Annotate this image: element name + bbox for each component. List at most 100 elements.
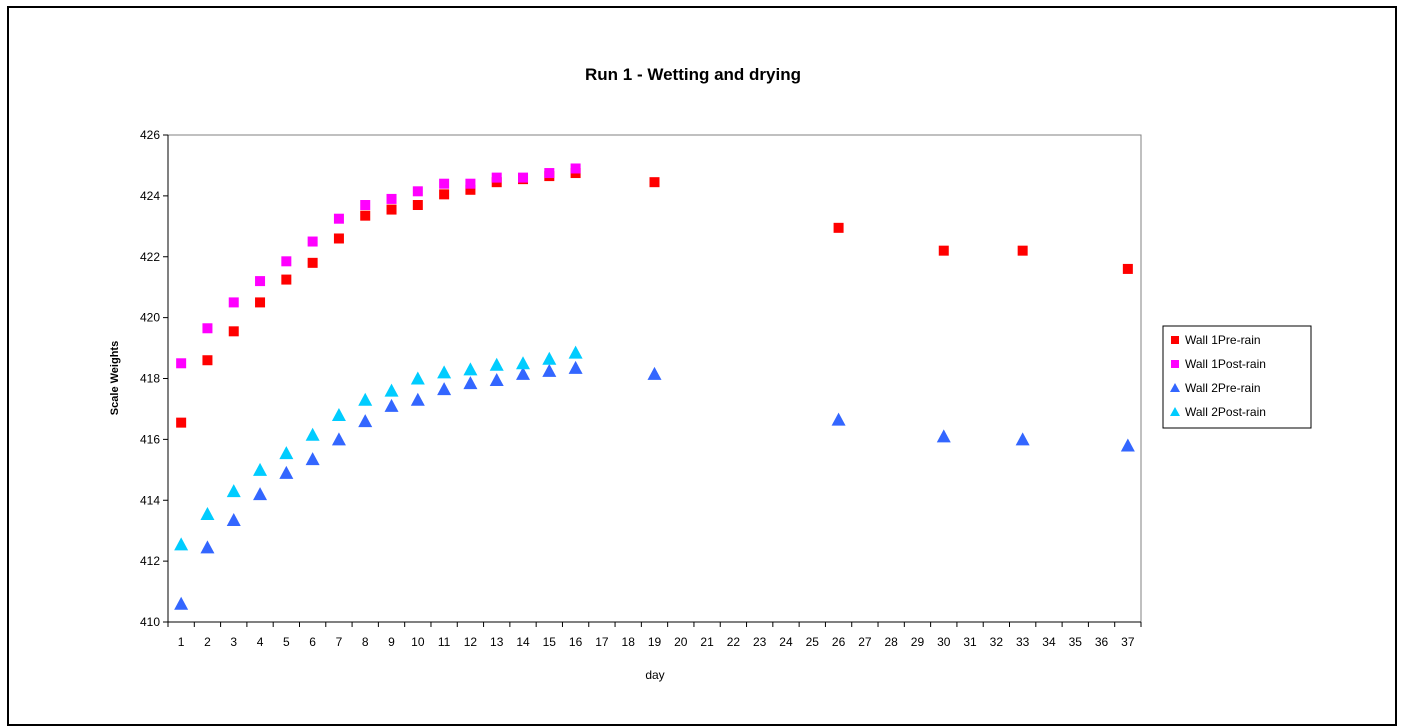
- data-point: [463, 362, 478, 376]
- legend-marker: [1170, 383, 1180, 392]
- data-point: [439, 189, 450, 200]
- x-tick-label: 3: [230, 635, 237, 649]
- series-1: [176, 168, 1133, 428]
- y-tick-label: 418: [140, 372, 160, 386]
- legend-marker: [1170, 407, 1180, 416]
- data-point: [1015, 432, 1030, 446]
- data-point: [833, 222, 844, 233]
- chart-title: Run 1 - Wetting and drying: [585, 65, 801, 84]
- y-axis: 410 412 414 416 418 420 422 424 426: [140, 128, 169, 629]
- x-tick-label: 35: [1069, 635, 1083, 649]
- data-point: [200, 540, 215, 554]
- data-point: [570, 163, 581, 174]
- x-tick-label: 31: [963, 635, 977, 649]
- data-point: [831, 412, 846, 426]
- legend-label: Wall 1Post-rain: [1185, 357, 1266, 371]
- data-point: [516, 356, 531, 370]
- x-tick-label: 32: [990, 635, 1004, 649]
- data-point: [174, 596, 189, 610]
- data-point: [518, 172, 529, 183]
- x-tick-label: 19: [648, 635, 662, 649]
- legend-label: Wall 2Pre-rain: [1185, 381, 1261, 395]
- data-point: [226, 484, 241, 498]
- x-tick-label: 4: [257, 635, 264, 649]
- legend-marker: [1171, 336, 1179, 344]
- data-point: [463, 376, 478, 390]
- data-point: [255, 276, 266, 287]
- x-tick-label: 16: [569, 635, 583, 649]
- data-point: [491, 172, 502, 183]
- x-tick-label: 10: [411, 635, 425, 649]
- data-point: [568, 345, 583, 359]
- data-point: [647, 366, 662, 380]
- data-point: [437, 382, 452, 396]
- data-point: [174, 537, 189, 551]
- data-point: [253, 462, 268, 476]
- data-point: [542, 351, 557, 365]
- legend-box: [1162, 325, 1312, 429]
- data-point: [412, 200, 423, 211]
- x-tick-label: 17: [595, 635, 609, 649]
- data-point: [568, 360, 583, 374]
- data-point: [1017, 245, 1028, 256]
- x-axis: 1 2 3 4 5 6 7 8 9 10 11 12 13 14 15 16 17 18 19 20 21 22 23 24 2…: [167, 621, 1142, 649]
- data-point: [386, 193, 397, 204]
- data-point: [305, 452, 320, 466]
- x-tick-label: 15: [543, 635, 557, 649]
- series-2: [176, 163, 581, 369]
- y-tick-label: 416: [140, 432, 160, 446]
- y-tick-label: 414: [140, 493, 160, 507]
- data-point: [279, 465, 294, 479]
- x-tick-label: 34: [1042, 635, 1056, 649]
- x-tick-label: 28: [884, 635, 898, 649]
- data-point: [281, 256, 292, 267]
- data-point: [307, 257, 318, 268]
- legend-label: Wall 2Post-rain: [1185, 405, 1266, 419]
- y-tick-label: 424: [140, 189, 160, 203]
- data-point: [489, 357, 504, 371]
- x-tick-label: 11: [438, 635, 451, 649]
- x-axis-label: day: [645, 668, 664, 682]
- data-point: [384, 398, 399, 412]
- data-point: [1122, 263, 1133, 274]
- data-point: [228, 326, 239, 337]
- series-4: [174, 345, 583, 551]
- data-point: [331, 408, 346, 422]
- x-tick-label: 36: [1095, 635, 1109, 649]
- x-tick-label: 24: [779, 635, 793, 649]
- y-tick-label: 426: [140, 128, 160, 142]
- data-point: [649, 177, 660, 188]
- data-point: [202, 355, 213, 366]
- x-tick-label: 1: [178, 635, 185, 649]
- data-point: [410, 371, 425, 385]
- data-point: [226, 513, 241, 527]
- x-tick-label: 30: [937, 635, 951, 649]
- x-tick-label: 5: [283, 635, 290, 649]
- x-tick-label: 13: [490, 635, 504, 649]
- y-tick-label: 412: [140, 554, 160, 568]
- data-point: [384, 383, 399, 397]
- data-point: [489, 373, 504, 387]
- x-tick-label: 6: [309, 635, 316, 649]
- data-point: [386, 204, 397, 215]
- x-tick-label: 18: [622, 635, 636, 649]
- data-point: [176, 417, 187, 428]
- scatter-chart: Run 1 - Wetting and drying 4104124144164…: [109, 65, 1312, 682]
- data-point: [437, 365, 452, 379]
- data-point: [544, 168, 555, 179]
- data-point: [333, 213, 344, 224]
- x-tick-label: 2: [204, 635, 211, 649]
- data-point: [202, 323, 213, 334]
- x-tick-label: 27: [858, 635, 872, 649]
- y-tick-label: 422: [140, 250, 160, 264]
- data-point: [938, 245, 949, 256]
- legend-label: Wall 1Pre-rain: [1185, 333, 1261, 347]
- x-tick-label: 29: [911, 635, 925, 649]
- data-point: [439, 178, 450, 189]
- x-tick-label: 12: [464, 635, 478, 649]
- data-point: [200, 506, 215, 520]
- x-tick-label: 8: [362, 635, 369, 649]
- legend: Wall 1Pre-rain Wall 1Post-rain Wall 2Pre-r…: [1162, 325, 1312, 429]
- data-point: [465, 178, 476, 189]
- series-3: [174, 360, 1135, 610]
